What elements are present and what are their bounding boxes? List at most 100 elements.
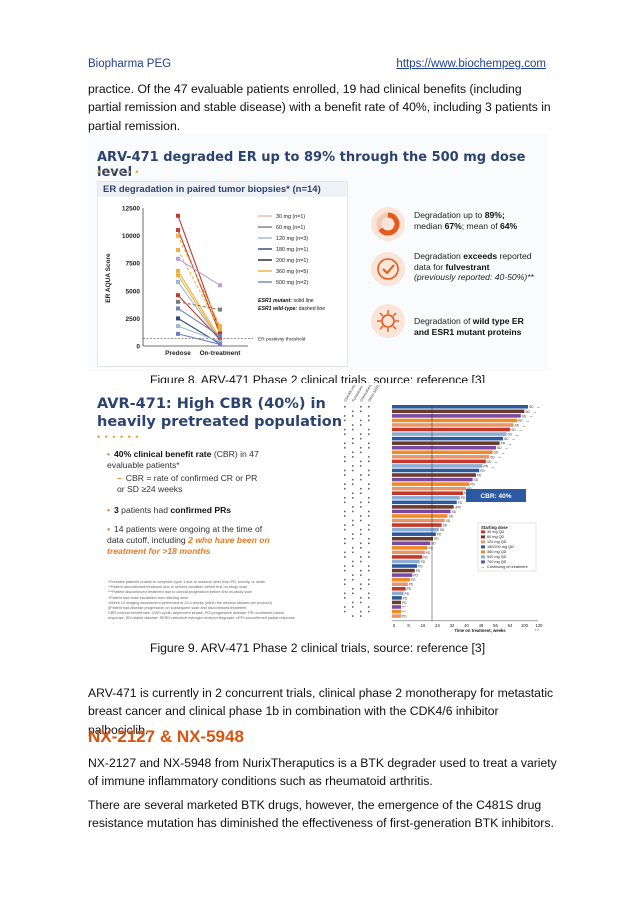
prior-therapy-marker: [360, 424, 362, 426]
prior-therapy-marker: [352, 492, 354, 495]
bullet-ongoing: • 14 patients were ongoing at the time of…: [107, 524, 270, 556]
prior-therapy-marker: [360, 542, 362, 545]
prior-therapy-marker: [360, 569, 362, 572]
checkmark-badge-icon: [371, 252, 405, 286]
data-point: [218, 307, 222, 312]
prior-therapy-marker: [352, 510, 354, 513]
prior-therapy-marker: [368, 501, 370, 504]
response-label: PD: [413, 574, 418, 578]
figure-1-title: ARV-471 degraded ER up to 89% through th…: [97, 150, 526, 180]
response-label: SD: [525, 410, 530, 414]
prior-therapy-marker: [344, 592, 346, 595]
prior-therapy-marker: [344, 606, 346, 608]
prior-therapy-marker: [368, 510, 370, 513]
prior-therapy-marker: [352, 469, 354, 472]
legend-title: Starting dose: [481, 525, 508, 530]
data-point: [176, 228, 180, 233]
swimmer-bar: [392, 514, 448, 518]
data-point: [176, 293, 180, 298]
prior-therapy-marker: [360, 410, 362, 413]
swimmer-bar: [392, 405, 528, 409]
data-point: [218, 324, 222, 329]
series-line: [177, 308, 221, 337]
data-point: [176, 306, 180, 311]
prior-therapy-marker: [352, 415, 354, 417]
header-url-link[interactable]: https://www.biochempeg.com: [396, 58, 546, 70]
legend-swatch: [481, 550, 485, 554]
data-point: [218, 334, 222, 339]
callout-fulvestrant: Degradation exceeds reported data for fu…: [414, 251, 534, 282]
response-label: ***: [402, 610, 406, 614]
prior-therapy-marker: [352, 615, 354, 617]
swimmer-bar: [392, 418, 518, 423]
prior-therapy-marker: [360, 492, 362, 495]
prior-therapy-marker: [360, 519, 362, 522]
header-brand: Biopharma PEG: [88, 58, 172, 70]
legend-entry: 700 mg QD: [487, 560, 507, 564]
continuing-arrow: →: [497, 455, 502, 460]
threshold-label: ER positivity threshold: [258, 336, 306, 342]
response-label: SD: [449, 514, 454, 518]
swimmer-bar: [392, 527, 439, 532]
response-label: PD: [426, 551, 431, 555]
prior-therapy-marker: [344, 610, 346, 613]
prior-therapy-marker: [360, 560, 362, 563]
prior-therapy-marker: [344, 528, 346, 531]
data-point: [218, 342, 222, 347]
response-label: PD: [405, 592, 410, 596]
prior-therapy-marker: [368, 528, 370, 531]
swimmer-bar: [392, 441, 500, 445]
continuing-arrow: →: [518, 427, 523, 432]
title-dots: • • • • • •: [97, 167, 140, 177]
y-tick-label: 2500: [126, 316, 141, 323]
cbr-label: CBR: 40%: [480, 493, 511, 500]
response-label: PD: [458, 501, 463, 505]
body-paragraph-1: ARV-471 is currently in 2 concurrent tri…: [88, 686, 554, 737]
panel-title: ER degradation in paired tumor biopsies*…: [103, 184, 321, 195]
legend-arrow: →: [481, 565, 486, 570]
swimmer-bar: [392, 482, 470, 486]
continuing-arrow: →: [515, 432, 520, 437]
prior-therapy-marker: [352, 533, 354, 535]
series-line: [177, 258, 221, 286]
continuing-arrow: →: [511, 436, 516, 441]
prior-therapy-marker: [344, 456, 346, 458]
prior-therapy-marker: [352, 565, 354, 567]
response-label: SD: [446, 519, 451, 523]
prior-therapy-marker: [368, 474, 370, 476]
prior-therapy-marker: [368, 469, 370, 472]
prior-therapy-marker: [368, 483, 370, 485]
swimmer-bar: [392, 573, 413, 577]
response-label: uPR: [455, 505, 462, 509]
swimmer-chart: CDK4/6 inhibitorFulvestrantChemotherapyO…: [343, 385, 543, 633]
legend-entry: 120 mg (n=3): [276, 236, 308, 242]
prior-therapy-marker: [360, 515, 362, 517]
response-label: SD: [511, 428, 516, 432]
data-point: [176, 331, 180, 336]
response-label: SD: [529, 405, 534, 409]
prior-therapy-marker: [368, 542, 370, 545]
swimmer-bar: [392, 500, 457, 505]
prior-therapy-marker: [352, 551, 354, 554]
prior-therapy-marker: [344, 578, 346, 581]
swimmer-bar: [392, 532, 436, 536]
swimmer-bar: [392, 414, 521, 418]
continuing-arrow: →: [525, 418, 530, 423]
prior-therapy-marker: [360, 487, 362, 490]
continuing-arrow: →: [501, 450, 506, 455]
legend-entry: 30 mg QD: [487, 530, 505, 534]
data-point: [218, 327, 222, 332]
response-label: PD: [402, 615, 407, 619]
data-point: [176, 247, 180, 252]
swimmer-bar: [392, 427, 511, 432]
x-tick-label: 32: [450, 623, 455, 628]
prior-therapy-marker: [368, 592, 370, 595]
prior-therapy-marker: [344, 569, 346, 572]
x-tick-label: Predose: [165, 350, 191, 357]
legend-entry: 200 mg (n=1): [276, 258, 308, 264]
response-label: PD: [421, 560, 426, 564]
continuing-arrow: →: [529, 414, 534, 419]
swimmer-bar: [392, 518, 445, 523]
response-label: PD: [416, 569, 421, 573]
prior-therapy-marker: [344, 556, 346, 558]
